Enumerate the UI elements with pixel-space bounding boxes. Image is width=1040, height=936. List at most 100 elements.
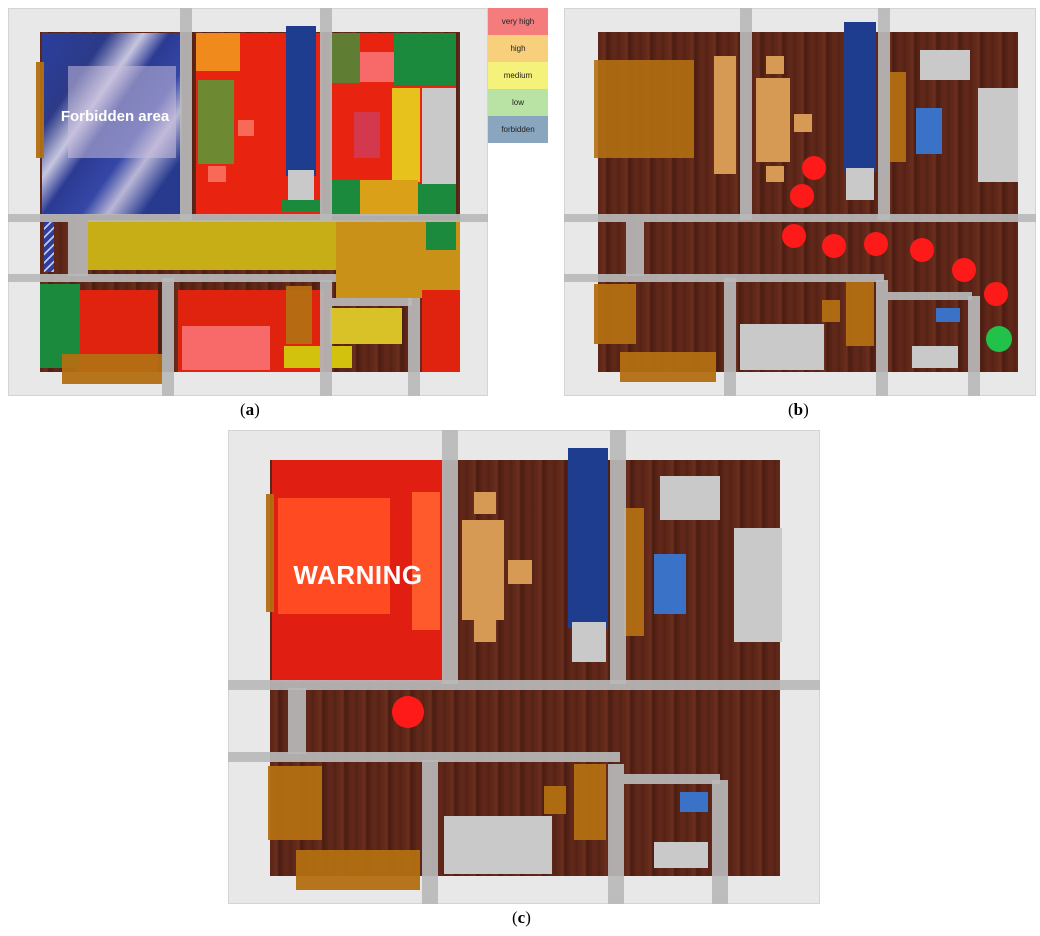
toilet — [912, 346, 958, 368]
wall — [320, 280, 332, 396]
wall — [228, 680, 820, 690]
couch — [978, 88, 1018, 182]
forbidden-strip — [44, 222, 54, 272]
wall — [968, 296, 980, 396]
sofa-low — [394, 33, 456, 85]
chair — [766, 166, 784, 182]
wall — [564, 214, 1036, 222]
chair-high — [196, 33, 240, 71]
path-marker-red — [782, 224, 806, 248]
wall — [442, 430, 458, 684]
nightstand — [544, 786, 566, 814]
panel-a-floorplan: Forbidden area — [8, 8, 488, 396]
blue-chair — [680, 792, 708, 812]
wall — [626, 222, 644, 276]
wardrobe-2 — [286, 286, 312, 344]
low-corner — [330, 33, 360, 83]
chair-medium — [332, 346, 352, 368]
dining-table — [462, 520, 504, 620]
wall — [610, 430, 626, 684]
path-marker-red — [822, 234, 846, 258]
chair-blue — [916, 108, 942, 154]
plant-green — [418, 184, 456, 216]
dresser — [594, 284, 636, 344]
appliance — [846, 168, 874, 200]
sideboard-warning — [412, 492, 440, 630]
blue-cabinet — [844, 22, 876, 172]
wardrobe — [36, 62, 44, 158]
toilet — [654, 842, 708, 868]
chair-blue — [654, 554, 686, 614]
caption-b-letter: b — [793, 400, 804, 419]
user-marker-red — [392, 696, 424, 728]
caption-a-letter: a — [245, 400, 255, 419]
path-marker-red — [864, 232, 888, 256]
chair-pink — [354, 112, 380, 158]
blue-cabinet — [568, 448, 608, 628]
counter-green — [282, 200, 322, 212]
wall — [422, 760, 438, 904]
legend-low: low — [488, 89, 548, 116]
legend-high: high — [488, 35, 548, 62]
bath — [296, 850, 420, 890]
path-marker-red — [952, 258, 976, 282]
risk-legend: very high high medium low forbidden — [488, 8, 548, 144]
bed-very-high — [182, 326, 270, 370]
wall — [724, 278, 736, 396]
caption-c: (c) — [512, 908, 531, 927]
rug-high — [360, 180, 418, 216]
couch-grey — [422, 88, 456, 184]
chest-medium — [284, 346, 320, 368]
appliance — [288, 170, 314, 202]
legend-forbidden: forbidden — [488, 116, 548, 143]
caption-b: (b) — [788, 400, 809, 419]
wall — [888, 292, 972, 300]
goal-marker-green — [986, 326, 1012, 352]
table-low — [198, 80, 234, 164]
wall — [162, 278, 174, 396]
path-marker-red — [790, 184, 814, 208]
path-marker-red — [910, 238, 934, 262]
path-marker-red — [802, 156, 826, 180]
wall — [8, 214, 488, 222]
bed — [594, 60, 694, 158]
wall — [288, 688, 306, 754]
legend-very-high: very high — [488, 8, 548, 35]
wall — [320, 8, 332, 220]
chair-red — [238, 120, 254, 136]
wall — [740, 8, 752, 220]
wall — [68, 222, 88, 276]
warning-label: WARNING — [293, 560, 423, 590]
chair — [474, 620, 496, 642]
shelf-medium — [392, 88, 420, 182]
wall — [712, 780, 728, 904]
bed-warning — [278, 498, 390, 614]
panel-b-floorplan — [564, 8, 1036, 396]
couch — [734, 528, 782, 642]
desk-medium — [330, 308, 402, 344]
caption-c-letter: c — [517, 908, 526, 927]
desk — [920, 50, 970, 80]
wall — [408, 298, 420, 396]
bed-forbidden — [68, 66, 176, 158]
bed-2 — [444, 816, 552, 874]
wall — [332, 298, 412, 306]
corridor-medium — [88, 220, 336, 270]
chair — [766, 56, 784, 74]
shelf — [890, 72, 906, 162]
door-green — [426, 222, 456, 250]
wardrobe-2 — [574, 764, 606, 840]
wall — [180, 8, 192, 220]
dining-table — [756, 78, 790, 162]
wall — [624, 774, 720, 784]
wardrobe — [266, 494, 274, 612]
blue-cabinet — [286, 26, 316, 176]
blue-chair — [936, 308, 960, 322]
legend-medium: medium — [488, 62, 548, 89]
shelf — [624, 508, 644, 636]
bed-2 — [740, 324, 824, 370]
chair-red-2 — [208, 166, 226, 182]
bath — [620, 352, 716, 382]
desk — [660, 476, 720, 520]
bath-wood — [62, 354, 162, 384]
